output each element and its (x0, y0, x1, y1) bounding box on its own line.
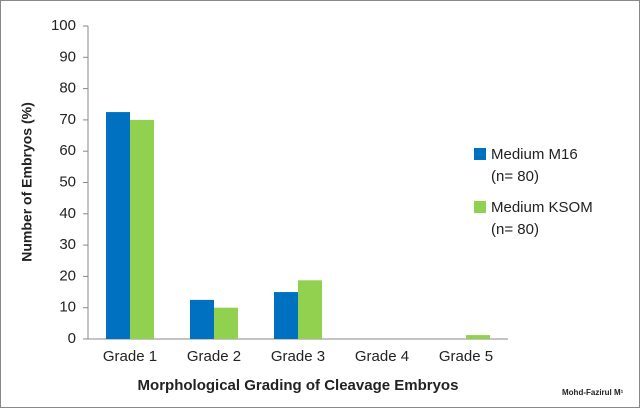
legend-swatch (474, 201, 486, 213)
bar (274, 292, 298, 339)
legend-label: Medium KSOM (n= 80) (491, 199, 593, 238)
bar (106, 112, 130, 339)
bar (466, 335, 490, 339)
y-tick-label: 10 (59, 299, 76, 316)
y-tick-label: 70 (59, 111, 76, 128)
x-tick-label: Grade 3 (271, 348, 325, 365)
x-tick-label: Grade 5 (439, 348, 493, 365)
y-tick-label: 50 (59, 173, 76, 190)
y-tick-label: 90 (59, 48, 76, 65)
y-tick-label: 30 (59, 236, 76, 253)
y-tick-label: 20 (59, 267, 76, 284)
bar (298, 280, 322, 339)
x-tick-label: Grade 1 (103, 348, 157, 365)
bar (130, 119, 154, 340)
y-tick-label: 0 (68, 330, 76, 347)
y-axis-label: Number of Embryos (%) (19, 102, 35, 261)
x-tick-label: Grade 2 (187, 348, 241, 365)
y-tick-label: 60 (59, 142, 76, 159)
bar (190, 299, 214, 339)
legend-label: Medium M16 (n= 80) (491, 146, 578, 185)
watermark: Mohd-Fazirul M¹ (562, 388, 624, 397)
legend-swatch (474, 148, 486, 160)
x-tick-label: Grade 4 (355, 348, 409, 365)
y-tick-label: 100 (51, 17, 76, 34)
y-tick-label: 40 (59, 205, 76, 222)
x-axis-label: Morphological Grading of Cleavage Embryo… (138, 377, 459, 394)
y-tick-label: 80 (59, 80, 76, 97)
bar (214, 307, 238, 339)
